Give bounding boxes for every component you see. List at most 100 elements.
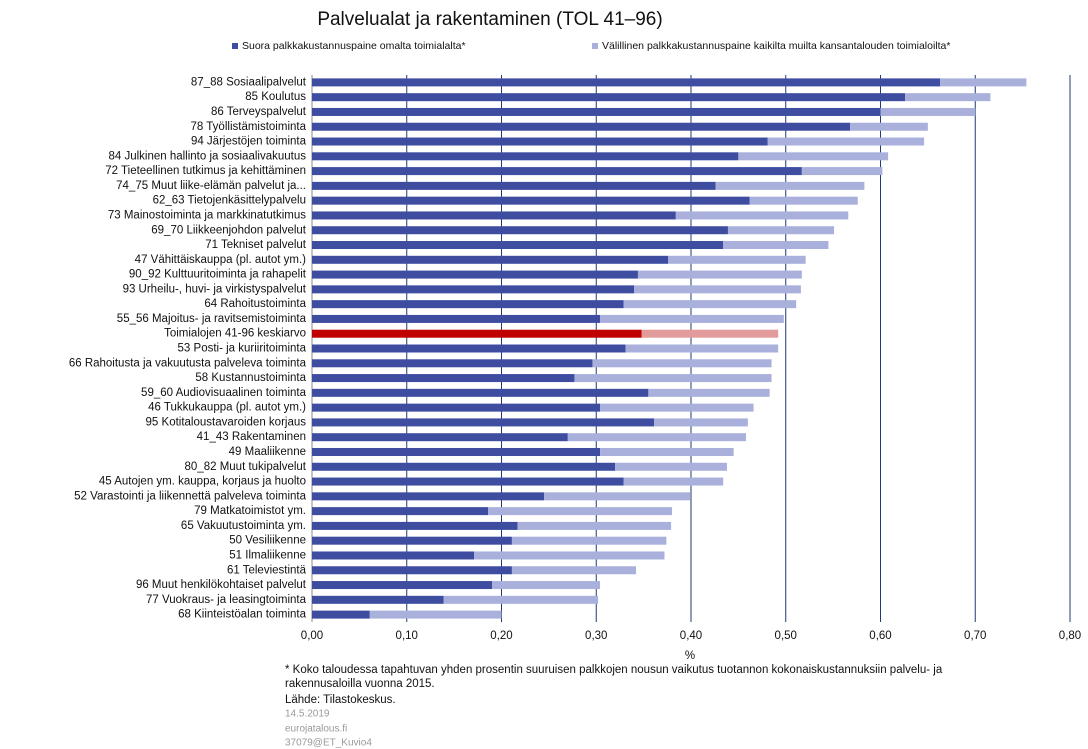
bar-segment [668,255,806,264]
bar-segment [312,314,601,323]
bar-segment [312,196,750,205]
footnote: * Koko taloudessa tapahtuvan yhden prose… [285,664,943,676]
y-tick-label: 41_43 Rakentaminen [197,431,306,443]
bar-segment [312,122,851,131]
bar-segment [880,107,976,116]
y-tick-label: 68 Kiinteistöalan toiminta [178,609,306,621]
y-tick-label: 47 Vähittäiskauppa (pl. autot ym.) [135,254,306,266]
legend-swatch [592,43,598,49]
x-tick-label: 0,00 [301,630,323,642]
x-tick-label: 0,80 [1059,630,1081,642]
y-tick-label: 96 Muut henkilökohtaiset palvelut [136,579,307,591]
meta: eurojatalous.fi [285,724,347,735]
bar-segment [592,359,772,368]
bar-segment [312,270,638,279]
x-tick-label: 0,70 [964,630,986,642]
y-tick-label: 85 Koulutus [245,91,306,103]
bar-segment [767,137,925,146]
bar-segment [312,359,593,368]
bar-segment [312,477,624,486]
x-tick-label: 0,30 [585,630,607,642]
bar-segment [544,492,691,501]
bar-segment [474,551,665,560]
y-tick-label: 53 Posti- ja kuriiritoiminta [178,343,307,355]
bar-segment [623,477,724,486]
legend-label: Suora palkkakustannuspaine omalta toimia… [242,40,466,52]
footnote: rakennusaloilla vuonna 2015. [285,678,435,690]
bar-segment [312,137,768,146]
meta: 37079@ET_Kuvio4 [285,738,372,749]
x-tick-label: 0,60 [869,630,891,642]
y-tick-label: Toimialojen 41-96 keskiarvo [164,328,306,340]
bar-segment [850,122,928,131]
y-tick-label: 86 Terveyspalvelut [211,106,307,118]
bar-segment [312,93,906,102]
bar-segment [574,374,772,383]
bar-segment [600,314,784,323]
bar-segment [567,433,746,442]
bar-segment [312,344,626,353]
y-tick-label: 50 Vesiliikenne [229,535,306,547]
bar-segment [312,581,493,590]
bar-segment [312,152,739,161]
bar-segment [312,226,728,235]
legend-label: Välillinen palkkakustannuspaine kaikilta… [602,40,950,52]
bar-segment [312,300,624,309]
bar-segment [443,595,599,604]
y-tick-label: 59_60 Audiovisuaalinen toiminta [141,387,307,399]
y-tick-label: 46 Tukkukauppa (pl. autot ym.) [148,402,306,414]
bar-segment [312,418,655,427]
y-tick-label: 74_75 Muut liike-elämän palvelut ja... [116,180,306,192]
y-tick-label: 71 Tekniset palvelut [205,239,307,251]
legend-swatch [232,43,238,49]
meta: 14.5.2019 [285,709,330,720]
y-tick-label: 58 Kustannustoiminta [195,372,306,384]
y-tick-label: 80_82 Muut tukipalvelut [185,461,307,473]
chart-title: Palvelualat ja rakentaminen (TOL 41–96) [317,9,662,30]
bar-segment [312,536,512,545]
x-axis-label: % [685,650,695,662]
bar-segment [801,167,883,176]
bar-segment [312,107,881,116]
y-tick-label: 94 Järjestöjen toiminta [191,136,307,148]
bar-segment [312,462,616,471]
bar-segment [675,211,849,220]
bar-segment [312,211,676,220]
y-tick-label: 78 Työllistämistoiminta [191,121,307,133]
bar-segment [312,433,568,442]
bar-segment [517,521,672,530]
bar-segment [369,610,502,619]
bar-segment [511,566,637,575]
bar-segment [600,447,734,456]
bar-segment [312,403,601,412]
y-tick-label: 84 Julkinen hallinto ja sosiaalivakuutus [108,150,306,162]
bar-segment [492,581,601,590]
y-tick-label: 45 Autojen ym. kauppa, korjaus ja huolto [99,476,306,488]
bar-segment [634,285,801,294]
y-tick-label: 62_63 Tietojenkäsittelypalvelu [153,195,306,207]
bar-segment [312,566,512,575]
bar-segment [312,492,545,501]
y-tick-label: 65 Vakuutustoiminta ym. [181,520,306,532]
bar-segment [654,418,748,427]
bar-segment [312,78,941,87]
bar-segment [637,270,802,279]
x-tick-label: 0,20 [490,630,512,642]
bar-segment [312,388,649,397]
bar-segment [312,551,475,560]
x-tick-label: 0,40 [680,630,702,642]
bar-segment [600,403,754,412]
bar-segment [312,241,724,250]
bar-segment [312,285,635,294]
y-tick-label: 55_56 Majoitus- ja ravitsemistoiminta [117,313,307,325]
bar-segment [905,93,991,102]
bar-segment [312,521,518,530]
bar-segment [312,595,444,604]
y-tick-label: 79 Matkatoimistot ym. [194,505,306,517]
bar-segment [312,507,489,516]
bar-segment [625,344,779,353]
bar-segment [738,152,889,161]
bar-segment [723,241,829,250]
y-tick-label: 95 Kotitaloustavaroiden korjaus [146,416,307,428]
